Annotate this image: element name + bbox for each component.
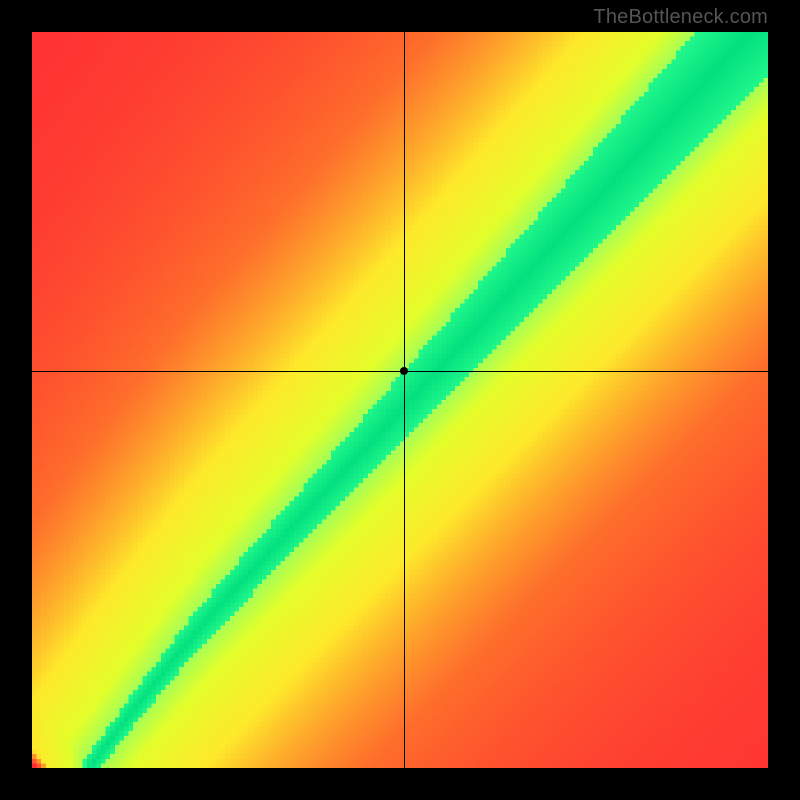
crosshair-vertical	[404, 32, 405, 768]
bottleneck-heatmap	[32, 32, 768, 768]
watermark-text: TheBottleneck.com	[593, 6, 768, 29]
plot-area	[32, 32, 768, 768]
crosshair-marker	[400, 367, 408, 375]
